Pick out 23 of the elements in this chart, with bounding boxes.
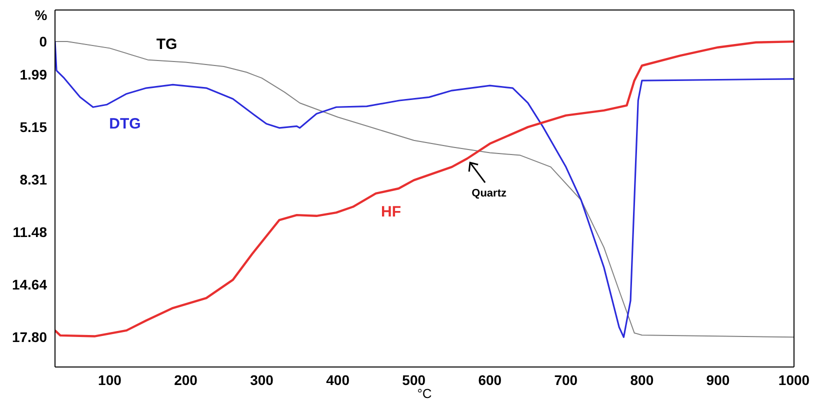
x-tick-label: 100: [98, 372, 122, 388]
y-tick-label: 0: [39, 34, 48, 50]
y-tick-label: 17.80: [12, 329, 48, 346]
y-tick-label: 8.31: [20, 172, 48, 188]
x-tick-label: 800: [630, 372, 654, 388]
x-tick-label: 400: [326, 372, 350, 388]
x-tick-label: 1000: [778, 372, 810, 388]
x-tick-label: 600: [478, 372, 502, 388]
x-tick-label: 500: [402, 372, 426, 388]
x-tick-label: 300: [250, 372, 274, 388]
series-label: TG: [156, 36, 178, 53]
x-tick-label: 900: [706, 372, 730, 388]
annotation: Quartz: [472, 188, 507, 200]
y-tick-label: 14.64: [12, 276, 48, 293]
x-tick-label: 200: [174, 372, 198, 388]
x-axis-title: °C: [417, 386, 432, 401]
y-tick-label: 5.15: [20, 119, 48, 136]
series-label: DTG: [109, 116, 141, 133]
x-tick-label: 700: [554, 372, 578, 388]
y-tick-label: 1.99: [20, 66, 48, 83]
y-axis-title: %: [34, 7, 48, 23]
series-label: HF: [381, 204, 402, 221]
y-tick-label: 11.48: [12, 224, 48, 240]
